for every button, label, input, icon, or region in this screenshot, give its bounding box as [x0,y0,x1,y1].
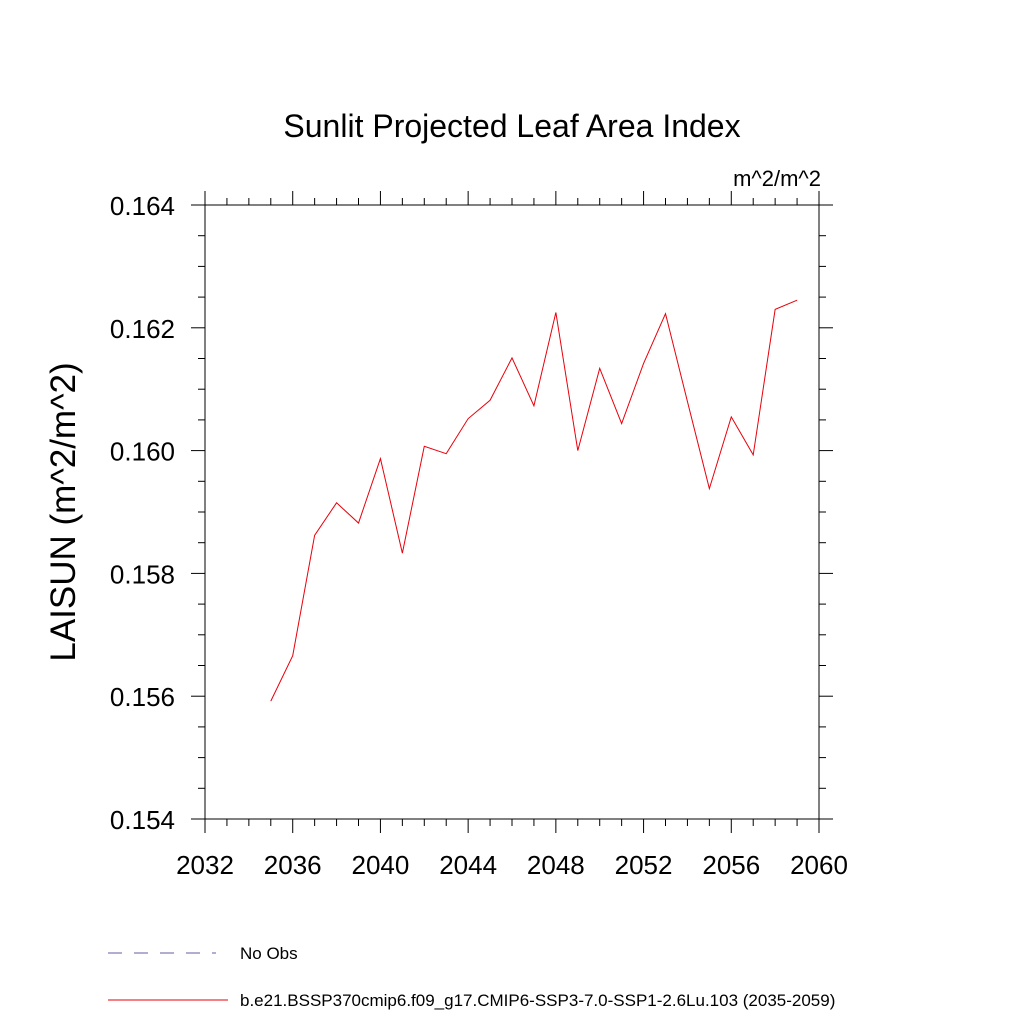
y-axis-label: LAISUN (m^2/m^2) [44,362,83,661]
y-tick-label: 0.156 [110,682,175,712]
x-tick-label: 2048 [527,850,585,880]
legend: No Obs b.e21.BSSP370cmip6.f09_g17.CMIP6-S… [108,944,835,1010]
x-tick-label: 2044 [439,850,497,880]
series-layer [270,299,798,702]
x-tick-label: 2056 [702,850,760,880]
x-tick-label: 2060 [790,850,848,880]
plot-frame [204,204,820,820]
legend-label: No Obs [240,944,298,963]
y-tick-label: 0.164 [110,191,175,221]
x-tick-label: 2032 [176,850,234,880]
x-tick-label: 2052 [615,850,673,880]
series-line [270,299,798,702]
y-tick-label: 0.158 [110,559,175,589]
legend-label: b.e21.BSSP370cmip6.f09_g17.CMIP6-SSP3-7.… [240,991,835,1010]
y-tick-label: 0.160 [110,437,175,467]
x-tick-label: 2036 [264,850,322,880]
chart-title: Sunlit Projected Leaf Area Index [283,108,740,144]
x-tick-label: 2040 [352,850,410,880]
axis-ticks: 2032 2036 2040 2044 2048 2052 2056 2060 0.154 0.1… [110,191,848,880]
y-tick-label: 0.154 [110,805,175,835]
y-tick-label: 0.162 [110,314,175,344]
units-label: m^2/m^2 [733,166,821,191]
